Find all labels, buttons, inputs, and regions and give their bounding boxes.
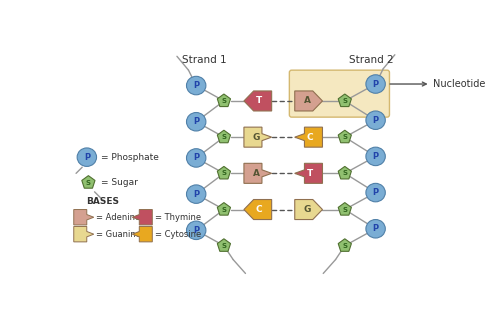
- Text: P: P: [84, 153, 90, 162]
- Ellipse shape: [186, 221, 206, 239]
- Ellipse shape: [366, 147, 386, 166]
- Polygon shape: [338, 203, 351, 215]
- Text: S: S: [222, 207, 226, 213]
- Text: = Thymine: = Thymine: [154, 213, 200, 222]
- Ellipse shape: [77, 148, 96, 166]
- Polygon shape: [338, 94, 351, 107]
- Text: Strand 1: Strand 1: [182, 55, 226, 65]
- Text: G: G: [304, 205, 311, 214]
- Text: Nucleotide: Nucleotide: [390, 79, 486, 89]
- Polygon shape: [244, 199, 272, 219]
- Polygon shape: [218, 239, 230, 251]
- Text: S: S: [342, 243, 347, 249]
- Polygon shape: [338, 239, 351, 251]
- Text: S: S: [342, 134, 347, 140]
- Text: T: T: [256, 96, 262, 106]
- Text: A: A: [304, 96, 310, 106]
- Ellipse shape: [366, 183, 386, 202]
- Text: S: S: [342, 98, 347, 104]
- Ellipse shape: [186, 149, 206, 167]
- Text: S: S: [222, 134, 226, 140]
- Text: P: P: [372, 79, 378, 89]
- Polygon shape: [295, 91, 322, 111]
- Polygon shape: [244, 163, 272, 183]
- Text: G: G: [252, 133, 260, 142]
- Ellipse shape: [366, 111, 386, 130]
- Text: P: P: [372, 116, 378, 125]
- Ellipse shape: [366, 219, 386, 238]
- Text: P: P: [193, 226, 200, 235]
- Polygon shape: [218, 94, 230, 107]
- Text: Strand 2: Strand 2: [350, 55, 394, 65]
- Polygon shape: [295, 127, 322, 147]
- Text: = Cytosine: = Cytosine: [154, 230, 201, 239]
- Polygon shape: [218, 166, 230, 179]
- Text: S: S: [222, 243, 226, 249]
- Text: P: P: [193, 81, 200, 90]
- Text: P: P: [193, 190, 200, 199]
- Text: P: P: [372, 188, 378, 197]
- Polygon shape: [82, 176, 95, 188]
- Polygon shape: [132, 210, 152, 225]
- Text: P: P: [193, 117, 200, 126]
- Text: S: S: [222, 98, 226, 104]
- Text: S: S: [222, 170, 226, 176]
- Text: T: T: [307, 169, 313, 178]
- Text: = Guanine: = Guanine: [96, 230, 141, 239]
- Ellipse shape: [366, 75, 386, 93]
- Ellipse shape: [186, 76, 206, 95]
- Polygon shape: [295, 163, 322, 183]
- Polygon shape: [244, 91, 272, 111]
- Text: C: C: [306, 133, 314, 142]
- Text: S: S: [342, 207, 347, 213]
- Text: = Sugar: = Sugar: [100, 178, 138, 187]
- Text: = Phosphate: = Phosphate: [100, 153, 158, 162]
- Polygon shape: [218, 203, 230, 215]
- Polygon shape: [295, 199, 322, 219]
- FancyBboxPatch shape: [290, 70, 390, 117]
- Text: P: P: [372, 152, 378, 161]
- Ellipse shape: [186, 113, 206, 131]
- Polygon shape: [74, 226, 94, 242]
- Text: C: C: [256, 205, 262, 214]
- Polygon shape: [338, 166, 351, 179]
- Polygon shape: [244, 127, 272, 147]
- Polygon shape: [218, 130, 230, 143]
- Text: S: S: [342, 170, 347, 176]
- Text: P: P: [193, 154, 200, 162]
- Polygon shape: [74, 210, 94, 225]
- Text: A: A: [253, 169, 260, 178]
- Text: S: S: [86, 179, 91, 186]
- Text: P: P: [372, 224, 378, 233]
- Polygon shape: [338, 130, 351, 143]
- Text: = Adenine: = Adenine: [96, 213, 140, 222]
- Text: BASES: BASES: [86, 197, 119, 206]
- Polygon shape: [132, 226, 152, 242]
- Ellipse shape: [186, 185, 206, 203]
